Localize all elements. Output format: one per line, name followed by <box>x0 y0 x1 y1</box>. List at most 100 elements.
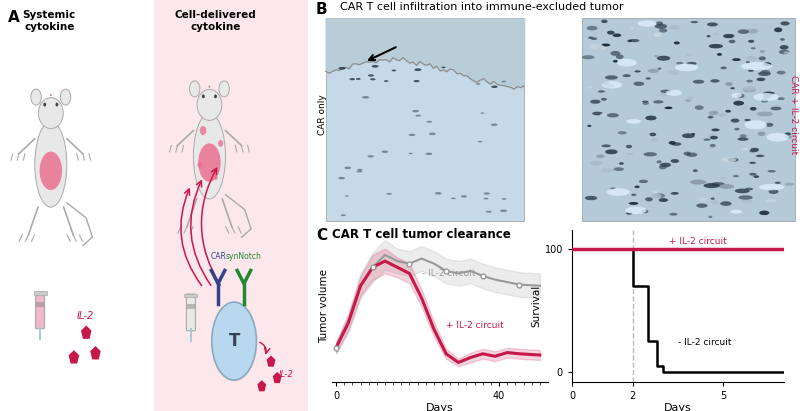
Ellipse shape <box>731 93 742 98</box>
Ellipse shape <box>758 132 766 136</box>
Ellipse shape <box>491 85 498 88</box>
Ellipse shape <box>714 111 718 114</box>
Ellipse shape <box>734 101 744 106</box>
Ellipse shape <box>738 195 753 200</box>
Ellipse shape <box>699 197 706 201</box>
Ellipse shape <box>630 27 634 29</box>
Ellipse shape <box>654 55 659 57</box>
Text: CAR only: CAR only <box>318 95 327 136</box>
Ellipse shape <box>341 214 346 216</box>
Ellipse shape <box>770 106 782 110</box>
Ellipse shape <box>740 134 746 138</box>
Ellipse shape <box>426 121 432 123</box>
Ellipse shape <box>781 21 790 25</box>
Ellipse shape <box>643 152 657 157</box>
Ellipse shape <box>730 210 742 214</box>
Ellipse shape <box>742 148 749 150</box>
Ellipse shape <box>607 188 630 196</box>
Ellipse shape <box>774 28 782 32</box>
Ellipse shape <box>702 138 709 141</box>
Ellipse shape <box>483 198 489 199</box>
Ellipse shape <box>708 116 714 118</box>
Ellipse shape <box>744 119 750 121</box>
Ellipse shape <box>669 25 679 30</box>
Ellipse shape <box>585 196 598 200</box>
Bar <box>34 291 46 296</box>
Ellipse shape <box>777 71 786 74</box>
Ellipse shape <box>426 152 432 155</box>
Ellipse shape <box>780 45 789 50</box>
Ellipse shape <box>35 122 67 207</box>
Ellipse shape <box>634 185 640 188</box>
Ellipse shape <box>198 162 202 168</box>
FancyBboxPatch shape <box>582 18 795 221</box>
Ellipse shape <box>732 58 741 61</box>
Ellipse shape <box>607 113 619 118</box>
Ellipse shape <box>367 155 374 157</box>
Ellipse shape <box>725 82 733 86</box>
Ellipse shape <box>758 72 771 76</box>
Ellipse shape <box>435 192 442 194</box>
Ellipse shape <box>671 142 682 146</box>
Ellipse shape <box>738 137 749 141</box>
Ellipse shape <box>708 216 712 218</box>
Ellipse shape <box>660 90 671 93</box>
Text: C: C <box>316 228 327 243</box>
Ellipse shape <box>748 40 754 43</box>
Ellipse shape <box>587 125 591 127</box>
Ellipse shape <box>214 175 218 180</box>
Ellipse shape <box>626 207 646 214</box>
Ellipse shape <box>650 133 656 136</box>
Ellipse shape <box>694 105 704 110</box>
Ellipse shape <box>214 95 217 98</box>
Ellipse shape <box>706 35 710 37</box>
Text: CAR: CAR <box>210 252 226 261</box>
Ellipse shape <box>614 167 624 171</box>
Ellipse shape <box>619 162 624 165</box>
Ellipse shape <box>598 90 605 92</box>
Ellipse shape <box>760 50 765 53</box>
Ellipse shape <box>218 140 223 147</box>
Ellipse shape <box>750 148 759 152</box>
Ellipse shape <box>721 157 737 162</box>
Ellipse shape <box>350 78 355 80</box>
Ellipse shape <box>734 128 739 131</box>
Ellipse shape <box>590 99 601 104</box>
Ellipse shape <box>762 95 771 98</box>
Ellipse shape <box>605 75 618 80</box>
Ellipse shape <box>40 152 62 190</box>
Ellipse shape <box>612 59 619 61</box>
Ellipse shape <box>646 77 650 80</box>
Ellipse shape <box>766 133 789 141</box>
Ellipse shape <box>750 173 757 175</box>
Ellipse shape <box>591 45 606 50</box>
Text: + IL-2 circuit: + IL-2 circuit <box>446 321 504 330</box>
Ellipse shape <box>634 70 641 72</box>
Ellipse shape <box>642 101 649 103</box>
Ellipse shape <box>600 113 606 116</box>
Ellipse shape <box>766 92 774 95</box>
Ellipse shape <box>650 138 659 142</box>
Ellipse shape <box>610 51 620 56</box>
Ellipse shape <box>212 302 257 380</box>
Ellipse shape <box>729 39 735 43</box>
Ellipse shape <box>31 89 42 105</box>
Ellipse shape <box>484 192 490 195</box>
Ellipse shape <box>202 95 205 98</box>
Ellipse shape <box>750 150 757 152</box>
Ellipse shape <box>723 34 734 38</box>
Ellipse shape <box>754 175 759 178</box>
Ellipse shape <box>763 62 771 66</box>
Ellipse shape <box>686 53 694 57</box>
Ellipse shape <box>60 89 70 105</box>
Ellipse shape <box>759 210 770 215</box>
Ellipse shape <box>769 189 778 194</box>
Ellipse shape <box>661 163 671 167</box>
Ellipse shape <box>658 93 668 97</box>
Ellipse shape <box>646 115 657 120</box>
Ellipse shape <box>712 33 719 35</box>
Ellipse shape <box>384 80 389 82</box>
Ellipse shape <box>344 166 351 169</box>
Ellipse shape <box>659 163 666 167</box>
Ellipse shape <box>645 197 653 201</box>
